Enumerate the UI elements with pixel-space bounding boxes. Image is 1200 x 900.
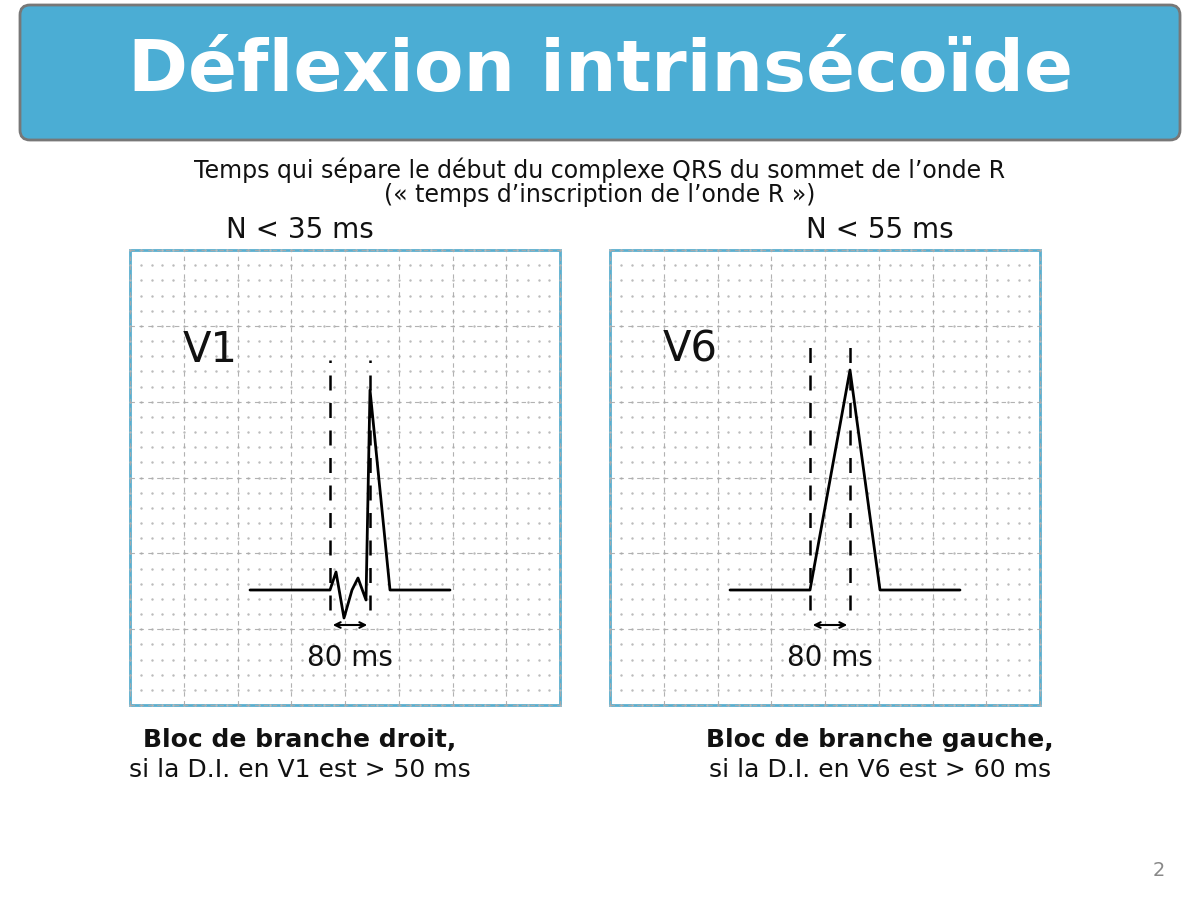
Text: V6: V6 [662, 329, 718, 371]
Bar [130, 250, 560, 705]
Text: si la D.I. en V6 est > 60 ms: si la D.I. en V6 est > 60 ms [709, 758, 1051, 782]
Text: 2: 2 [1153, 860, 1165, 879]
Text: 80 ms: 80 ms [307, 644, 392, 672]
Text: 80 ms: 80 ms [787, 644, 872, 672]
Text: Déflexion intrinsécoïde: Déflexion intrinsécoïde [127, 38, 1073, 106]
Text: Temps qui sépare le début du complexe QRS du sommet de l’onde R: Temps qui sépare le début du complexe QR… [194, 158, 1006, 183]
Text: V1: V1 [182, 329, 238, 371]
FancyBboxPatch shape [20, 5, 1180, 140]
Text: (« temps d’inscription de l’onde R »): (« temps d’inscription de l’onde R ») [384, 183, 816, 207]
Text: N < 55 ms: N < 55 ms [806, 216, 954, 244]
Text: si la D.I. en V1 est > 50 ms: si la D.I. en V1 est > 50 ms [130, 758, 470, 782]
Text: Bloc de branche droit,: Bloc de branche droit, [143, 728, 457, 752]
Text: Bloc de branche gauche,: Bloc de branche gauche, [706, 728, 1054, 752]
Text: N < 35 ms: N < 35 ms [226, 216, 374, 244]
Bar [610, 250, 1040, 705]
